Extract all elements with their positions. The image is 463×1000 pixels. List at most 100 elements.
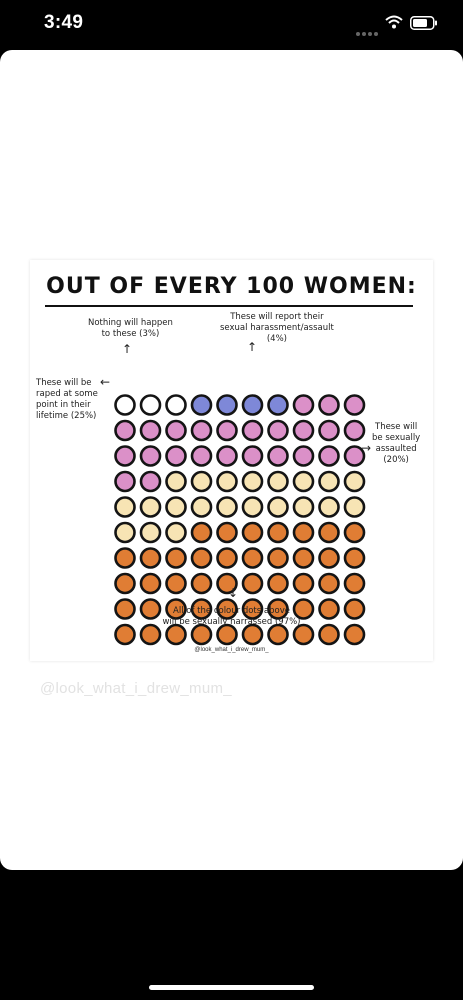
dot-pink: [190, 445, 213, 467]
dot-orange: [114, 572, 136, 595]
dot-orange: [114, 598, 136, 620]
arrow-left-icon: ←: [100, 375, 111, 389]
post-sheet: OUT OF EVERY 100 WOMEN: Nothing will hap…: [0, 50, 463, 870]
dot-orange: [165, 598, 187, 620]
dot-orange: [139, 547, 162, 569]
dot-cream: [241, 496, 264, 518]
dot-orange: [318, 623, 340, 646]
dot-cream: [318, 470, 340, 493]
dot-orange: [190, 521, 213, 544]
dot-orange: [292, 547, 315, 569]
dot-pink: [139, 470, 162, 493]
arrow-up-icon: ↑: [122, 342, 133, 356]
dot-pink: [114, 445, 136, 467]
dot-orange: [292, 623, 315, 646]
dot-orange: [241, 623, 264, 646]
dot-pink: [318, 445, 340, 467]
dot-pink: [190, 419, 213, 442]
dot-cream: [343, 470, 366, 493]
dot-cream: [267, 470, 289, 493]
arrow-down-icon: ↓: [228, 586, 239, 600]
dot-cream: [190, 470, 213, 493]
dot-orange: [241, 547, 264, 569]
dot-orange: [165, 547, 187, 569]
dot-orange: [190, 623, 213, 646]
dot-blue: [190, 394, 213, 416]
dot-orange: [216, 547, 238, 569]
image-credit: @look_what_i_drew_mum_: [194, 647, 269, 653]
dot-grid-svg: [114, 394, 366, 646]
home-indicator[interactable]: [149, 985, 314, 990]
dot-cream: [114, 521, 136, 544]
dot-cream: [216, 470, 238, 493]
dot-pink: [241, 445, 264, 467]
dot-cream: [139, 521, 162, 544]
dot-pink: [165, 445, 187, 467]
dot-cream: [267, 496, 289, 518]
dot-orange: [267, 572, 289, 595]
dot-pink: [216, 445, 238, 467]
dot-orange: [216, 521, 238, 544]
dot-pink: [139, 445, 162, 467]
dot-grid: [30, 260, 433, 661]
dot-orange: [292, 598, 315, 620]
dot-orange: [139, 598, 162, 620]
dot-orange: [318, 521, 340, 544]
status-bar: 3:49: [0, 0, 463, 48]
dot-cream: [190, 496, 213, 518]
dot-orange: [241, 572, 264, 595]
dot-orange: [267, 547, 289, 569]
infographic-image[interactable]: OUT OF EVERY 100 WOMEN: Nothing will hap…: [30, 260, 433, 661]
dot-orange: [165, 623, 187, 646]
label-assaulted: These will be sexually assaulted (20%): [372, 422, 421, 465]
watermark-text: @look_what_i_drew_mum_: [40, 680, 232, 697]
dot-orange: [343, 521, 366, 544]
label-report: These will report their sexual harassmen…: [220, 312, 334, 344]
dot-orange: [318, 547, 340, 569]
dot-pink: [318, 394, 340, 416]
dot-orange: [267, 521, 289, 544]
dot-orange: [318, 572, 340, 595]
dot-pink: [114, 419, 136, 442]
dot-blue: [216, 394, 238, 416]
dot-orange: [216, 572, 238, 595]
dot-cream: [139, 496, 162, 518]
dot-pink: [343, 445, 366, 467]
dot-orange: [190, 598, 213, 620]
dot-pink: [241, 419, 264, 442]
dot-white: [139, 394, 162, 416]
dot-pink: [114, 470, 136, 493]
dot-pink: [267, 445, 289, 467]
dot-pink: [165, 419, 187, 442]
title-underline: [45, 305, 413, 307]
dot-cream: [165, 496, 187, 518]
battery-icon: [410, 16, 438, 35]
dot-orange: [139, 623, 162, 646]
dot-orange: [216, 623, 238, 646]
dot-cream: [241, 470, 264, 493]
dot-pink: [267, 419, 289, 442]
label-nothing: Nothing will happen to these (3%): [88, 318, 173, 339]
dot-pink: [343, 394, 366, 416]
dot-pink: [292, 419, 315, 442]
dot-orange: [114, 623, 136, 646]
dot-orange: [292, 572, 315, 595]
status-time: 3:49: [44, 12, 84, 33]
dot-cream: [216, 496, 238, 518]
dot-cream: [343, 496, 366, 518]
dot-orange: [267, 598, 289, 620]
dot-cream: [165, 521, 187, 544]
dot-cream: [114, 496, 136, 518]
dot-pink: [318, 419, 340, 442]
dot-blue: [267, 394, 289, 416]
label-raped: These will be raped at some point in the…: [36, 378, 98, 421]
dot-pink: [292, 445, 315, 467]
label-harassed: All of the colour dots above will be sex…: [162, 606, 301, 627]
dot-orange: [343, 598, 366, 620]
signal-dots-icon: [356, 23, 380, 41]
dot-cream: [292, 470, 315, 493]
dot-white: [165, 394, 187, 416]
dot-pink: [139, 419, 162, 442]
arrow-up-icon: ↑: [247, 340, 258, 354]
dot-orange: [241, 598, 264, 620]
